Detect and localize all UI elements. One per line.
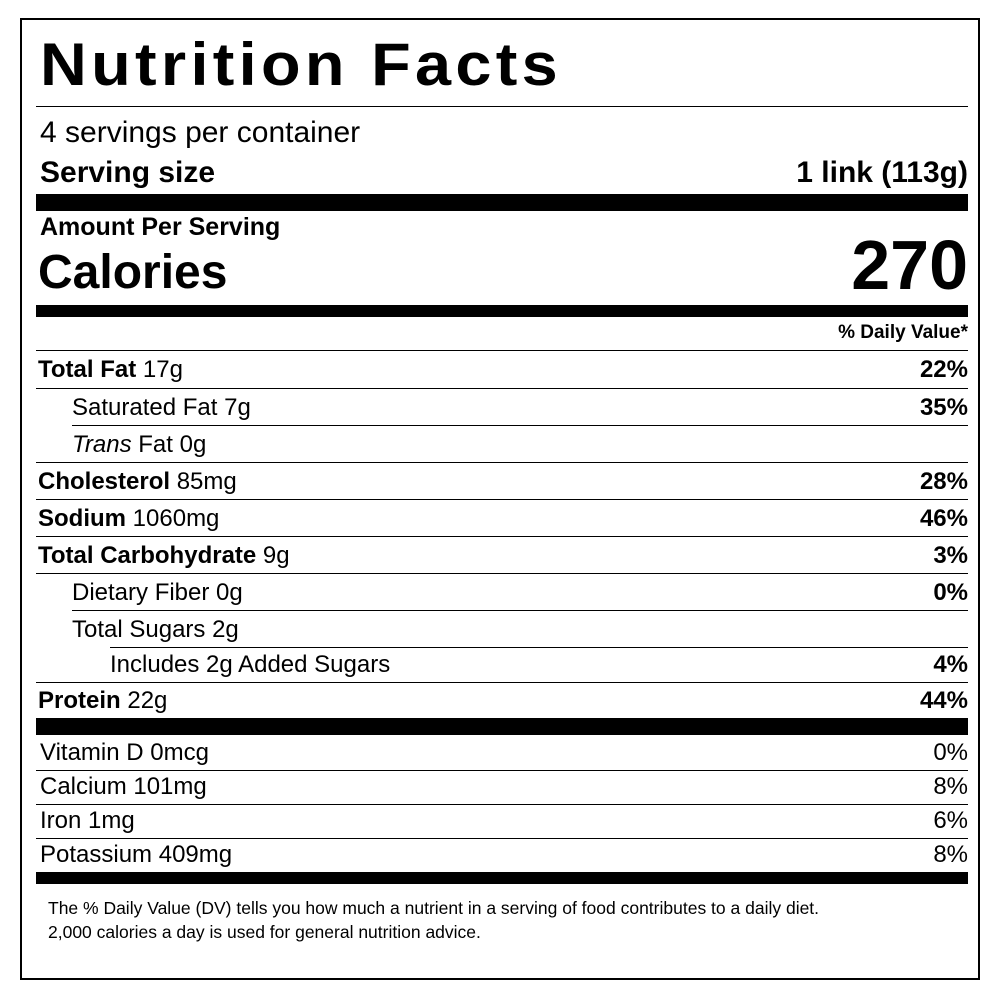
vitamin-amount: 0mcg (150, 739, 209, 766)
amount-per-serving: Amount Per Serving (40, 213, 281, 241)
nutrient-amount: 85mg (176, 468, 237, 495)
serving-size-label: Serving size (40, 156, 216, 189)
divider-thin (36, 838, 968, 839)
nutrient-amount: 9g (262, 542, 290, 569)
nutrient-amount: 22g (127, 687, 168, 714)
divider-thin (72, 425, 968, 426)
vitamin-amount: 1mg (88, 807, 135, 834)
vitamin-name: Vitamin D (40, 739, 144, 766)
calories-label: Calories (38, 246, 228, 299)
nutrient-amount: 1060mg (132, 505, 220, 532)
nutrient-row-protein: Protein 22g 44% (38, 686, 968, 716)
serving-size-value: 1 link (113g) (796, 156, 968, 189)
vitamin-name: Calcium (40, 773, 127, 800)
footnote: The % Daily Value (DV) tells you how muc… (48, 896, 968, 944)
nutrient-row-total-fat: Total Fat 17g 22% (38, 355, 968, 385)
footnote-line-2: 2,000 calories a day is used for general… (48, 922, 481, 942)
vitamin-dv: 8% (933, 841, 968, 868)
nutrient-name: Saturated Fat (72, 394, 218, 421)
divider-thin (36, 804, 968, 805)
nutrient-row-cholesterol: Cholesterol 85mg 28% (38, 467, 968, 497)
divider-thin (110, 647, 968, 648)
vitamin-amount: 101mg (133, 773, 207, 800)
divider-thick (36, 194, 968, 211)
nutrient-name: Includes 2g Added Sugars (110, 651, 391, 678)
label-title: Nutrition Facts (40, 31, 563, 98)
nutrient-name: Dietary Fiber (72, 579, 210, 606)
nutrient-dv: 4% (933, 651, 968, 678)
divider-thin (36, 536, 968, 537)
vitamin-row-vitamin-d: Vitamin D 0mcg 0% (40, 738, 968, 768)
nutrient-name: Total Sugars (72, 616, 206, 643)
divider-thin (36, 682, 968, 683)
nutrient-dv: 46% (919, 505, 968, 532)
calories-value: 270 (851, 226, 968, 304)
nutrient-dv: 28% (919, 468, 968, 495)
nutrient-row-sodium: Sodium 1060mg 46% (38, 504, 968, 534)
divider-thin (36, 770, 968, 771)
divider-thin (36, 462, 968, 463)
servings-per-container: 4 servings per container (40, 116, 361, 149)
vitamin-dv: 6% (933, 807, 968, 834)
nutrient-dv: 3% (933, 542, 968, 569)
nutrient-dv: 22% (919, 356, 968, 383)
nutrient-amount: 7g (224, 394, 251, 421)
nutrient-amount: 17g (142, 356, 183, 383)
nutrition-label: Nutrition Facts 4 servings per container… (20, 18, 980, 980)
divider-thick (36, 718, 968, 735)
nutrient-row-total-sugars: Total Sugars 2g (72, 615, 968, 645)
nutrient-row-dietary-fiber: Dietary Fiber 0g 0% (72, 578, 968, 608)
nutrient-row-saturated-fat: Saturated Fat 7g 35% (72, 393, 968, 423)
nutrient-amount: 0g (216, 579, 243, 606)
nutrient-amount: 2g (212, 616, 239, 643)
divider-thin (36, 388, 968, 389)
vitamin-row-calcium: Calcium 101mg 8% (40, 772, 968, 802)
nutrient-name: Cholesterol (38, 468, 171, 495)
nutrient-name: Total Carbohydrate (38, 542, 257, 569)
nutrient-row-trans-fat: Trans Fat 0g (72, 430, 968, 460)
nutrient-amount: 0g (179, 431, 207, 458)
divider-thin (36, 499, 968, 500)
nutrient-row-added-sugars: Includes 2g Added Sugars 4% (110, 650, 968, 680)
nutrient-dv: 0% (933, 579, 968, 606)
nutrient-dv: 35% (919, 394, 968, 421)
nutrient-name: Sodium (38, 505, 126, 532)
nutrient-name: Fat (138, 431, 173, 458)
divider-medium (36, 305, 968, 317)
daily-value-header: % Daily Value* (838, 322, 968, 343)
vitamin-row-potassium: Potassium 409mg 8% (40, 840, 968, 870)
vitamin-dv: 8% (933, 773, 968, 800)
divider-thin (36, 573, 968, 574)
vitamin-name: Iron (40, 807, 82, 834)
divider-medium (36, 872, 968, 884)
divider-thin (36, 106, 968, 107)
nutrient-name: Protein (38, 687, 121, 714)
vitamin-dv: 0% (933, 739, 968, 766)
nutrient-name-italic: Trans (72, 431, 132, 458)
divider-thin (72, 610, 968, 611)
nutrient-dv: 44% (919, 687, 968, 714)
vitamin-amount: 409mg (158, 841, 233, 868)
vitamin-name: Potassium (40, 841, 153, 868)
nutrient-row-total-carbohydrate: Total Carbohydrate 9g 3% (38, 541, 968, 571)
divider-thin (36, 350, 968, 351)
nutrient-name: Total Fat (38, 356, 137, 383)
footnote-line-1: The % Daily Value (DV) tells you how muc… (48, 898, 820, 918)
vitamin-row-iron: Iron 1mg 6% (40, 806, 968, 836)
